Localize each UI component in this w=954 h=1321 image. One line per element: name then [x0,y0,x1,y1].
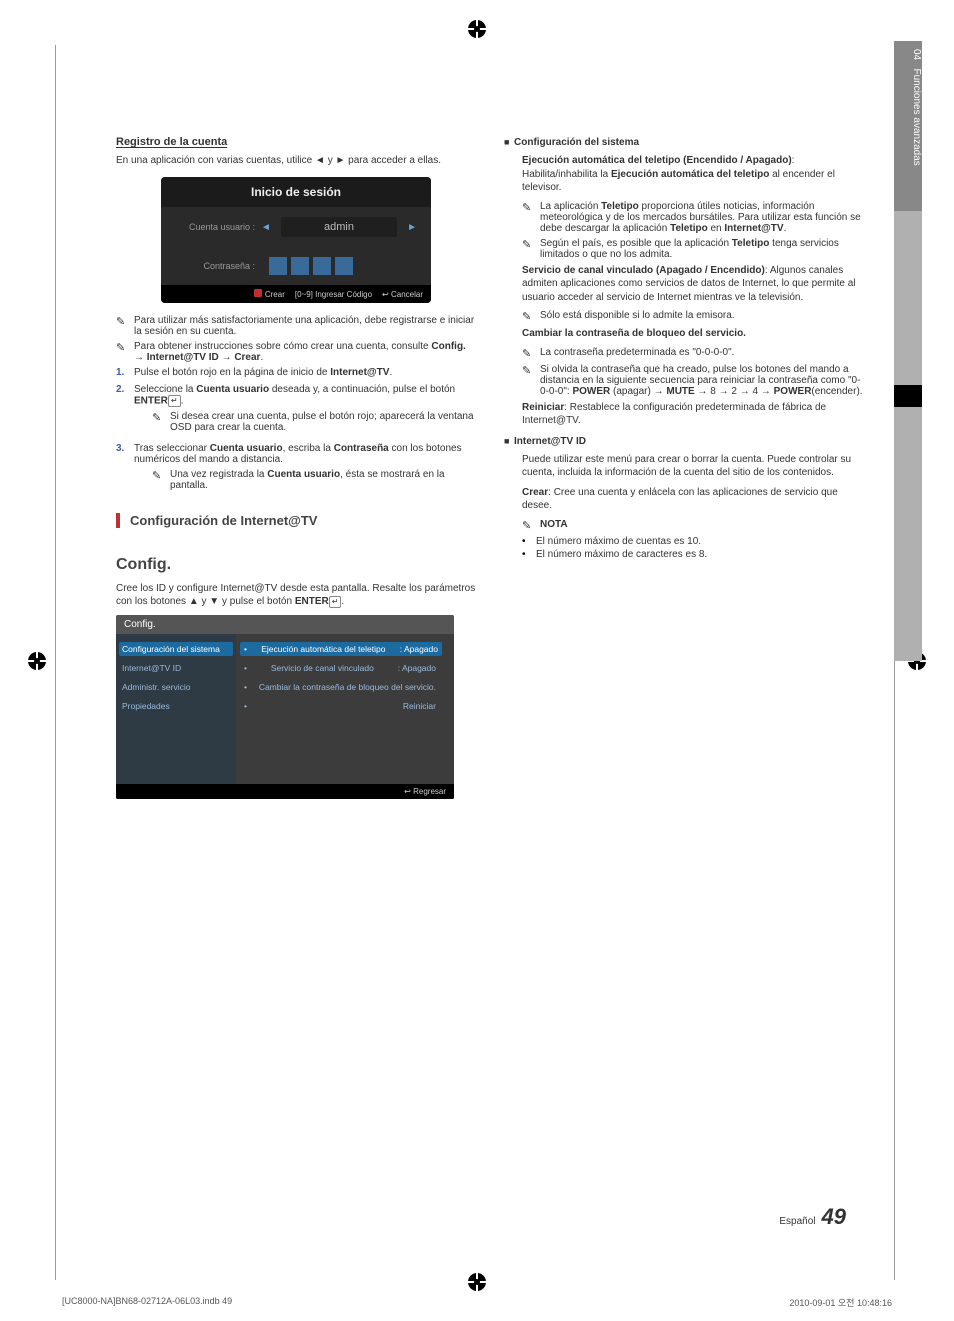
print-metadata: [UC8000-NA]BN68-02712A-06L03.indb 49 201… [62,1296,892,1309]
footer-lang: Español [779,1216,815,1227]
registration-mark [468,20,486,38]
chapter-tab: 04 Funciones avanzadas [894,41,922,211]
config-options: • Ejecución automática del teletipo: Apa… [236,634,454,784]
config-option[interactable]: • Cambiar la contraseña de bloqueo del s… [244,682,446,692]
step-1: 1. Pulse el botón rojo en la página de i… [116,367,476,378]
step-3: 3. Tras seleccionar Cuenta usuario, escr… [116,443,476,495]
enter-icon: ↵ [168,395,181,407]
paragraph: Puede utilizar este menú para crear o bo… [522,453,864,480]
note-icon: ✎ [522,201,540,234]
config-nav-item[interactable]: Internet@TV ID [122,663,230,673]
note-icon: ✎ [522,364,540,397]
config-panel: Config. Configuración del sistema Intern… [116,615,454,799]
chapter-number: 04 [911,49,922,60]
subsection: ■Configuración del sistema [504,137,864,148]
note-icon: ✎ [152,411,170,433]
login-title: Inicio de sesión [161,177,431,207]
subsection: ■Internet@TV ID [504,436,864,447]
page-number: 49 [822,1204,846,1230]
bullet: •El número máximo de cuentas es 10. [522,536,864,547]
print-file: [UC8000-NA]BN68-02712A-06L03.indb 49 [62,1296,232,1309]
note: ✎ Si desea crear una cuenta, pulse el bo… [152,411,476,433]
config-footer: ↩ Regresar [116,784,454,799]
login-footer: Crear [0~9] Ingresar Código ↩ Cancelar [161,285,431,303]
paragraph: Servicio de canal vinculado (Apagado / E… [522,264,864,305]
paragraph: Crear: Cree una cuenta y enlácela con la… [522,486,864,513]
print-timestamp: 2010-09-01 오전 10:48:16 [789,1296,892,1309]
login-pwd-boxes[interactable] [269,257,353,275]
config-heading: Config. [116,554,476,576]
note: ✎ Si olvida la contraseña que ha creado,… [522,364,864,397]
note: ✎ Una vez registrada la Cuenta usuario, … [152,469,476,491]
note-icon: ✎ [116,315,134,337]
login-panel: Inicio de sesión Cuenta usuario : ◄ admi… [161,177,431,303]
note-icon: ✎ [522,238,540,260]
enter-icon: ↵ [329,596,342,608]
note-icon: ✎ [522,519,540,532]
step-2: 2. Seleccione la Cuenta usuario deseada … [116,384,476,437]
paragraph: Cambiar la contraseña de bloqueo del ser… [522,327,864,341]
config-option[interactable]: • Servicio de canal vinculado: Apagado [244,663,446,673]
login-pwd-row: Contraseña : [161,247,431,285]
login-user-label: Cuenta usuario : [175,222,255,232]
note-icon: ✎ [152,469,170,491]
config-intro: Cree los ID y configure Internet@TV desd… [116,582,476,609]
paragraph: Ejecución automática del teletipo (Encen… [522,154,864,195]
chevron-right-icon[interactable]: ► [407,222,417,233]
section-registro: Registro de la cuenta [116,135,476,150]
bullet: •El número máximo de caracteres es 8. [522,549,864,560]
registration-mark [28,652,46,670]
note-icon: ✎ [522,310,540,323]
paragraph: Reiniciar: Restablece la configuración p… [522,401,864,428]
chevron-left-icon[interactable]: ◄ [261,222,271,233]
note: ✎ Según el país, es posible que la aplic… [522,238,864,260]
note: ✎ La aplicación Teletipo proporciona úti… [522,201,864,234]
page-footer: Español 49 [779,1204,846,1230]
login-user-row: Cuenta usuario : ◄ admin ► [161,207,431,247]
section-config-itv: Configuración de Internet@TV [116,513,476,528]
config-nav: Configuración del sistema Internet@TV ID… [116,634,236,784]
reg-intro: En una aplicación con varias cuentas, ut… [116,154,476,168]
side-marker [894,385,922,407]
red-button-icon [254,289,262,297]
note: ✎ Para obtener instrucciones sobre cómo … [116,341,476,363]
config-nav-item[interactable]: Propiedades [122,701,230,711]
login-user-value[interactable]: admin [281,217,397,237]
config-nav-item[interactable]: Administr. servicio [122,682,230,692]
note-icon: ✎ [522,347,540,360]
note: ✎ Para utilizar más satisfactoriamente u… [116,315,476,337]
note: ✎ Sólo está disponible si lo admite la e… [522,310,864,323]
note: ✎ NOTA [522,519,864,532]
chapter-title: Funciones avanzadas [911,68,922,165]
config-option[interactable]: • Ejecución automática del teletipo: Apa… [240,642,442,656]
config-panel-title: Config. [116,615,454,634]
login-pwd-label: Contraseña : [175,261,255,271]
note-icon: ✎ [116,341,134,363]
note: ✎ La contraseña predeterminada es "0-0-0… [522,347,864,360]
config-nav-item[interactable]: Configuración del sistema [119,642,233,656]
config-option[interactable]: • Reiniciar [244,701,446,711]
